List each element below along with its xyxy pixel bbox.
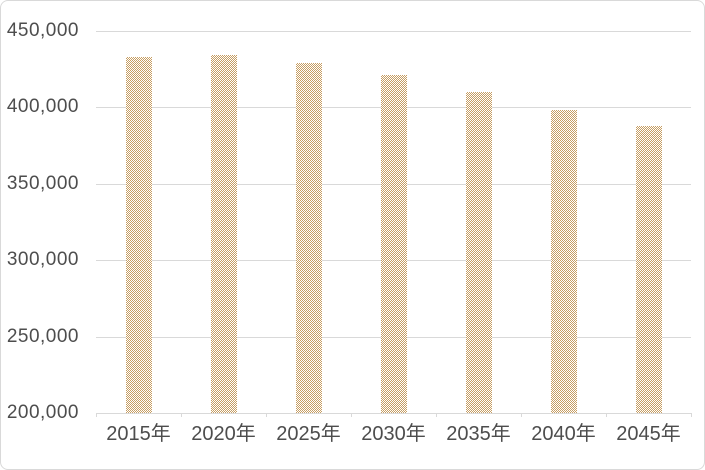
bar-2035年	[465, 92, 492, 413]
y-axis-tick-label: 450,000	[6, 20, 79, 41]
x-axis-category-label: 2020年	[191, 423, 256, 445]
bar-2045年	[635, 125, 662, 413]
x-axis-tick	[606, 413, 607, 417]
x-axis-tick	[96, 413, 97, 417]
bar-2040年	[550, 110, 577, 413]
plot-area	[96, 31, 692, 417]
x-axis-category-label: 2025年	[276, 423, 341, 445]
x-axis-tick	[181, 413, 182, 417]
x-axis-category-label: 2015年	[106, 423, 171, 445]
x-axis-tick	[691, 413, 692, 417]
bar-2020年	[210, 55, 237, 413]
y-axis-tick-label: 300,000	[6, 249, 79, 271]
x-axis-category-label: 2045年	[616, 423, 681, 445]
bar-2030年	[380, 75, 407, 413]
x-axis-category-label: 2030年	[361, 423, 426, 445]
bar-2015年	[125, 56, 152, 413]
y-axis-tick-label: 350,000	[6, 172, 79, 194]
bar-2025年	[295, 63, 322, 413]
x-axis-tick	[266, 413, 267, 417]
x-axis-tick	[436, 413, 437, 417]
x-axis-category-label: 2035年	[446, 423, 511, 445]
gridline	[96, 413, 691, 414]
gridline	[96, 31, 691, 32]
x-axis-tick	[351, 413, 352, 417]
x-axis-category-label: 2040年	[531, 423, 596, 445]
y-axis-tick-label: 400,000	[6, 96, 79, 118]
y-axis-tick-label: 250,000	[6, 325, 79, 347]
x-axis-tick	[521, 413, 522, 417]
y-axis-tick-label: 200,000	[6, 402, 79, 423]
